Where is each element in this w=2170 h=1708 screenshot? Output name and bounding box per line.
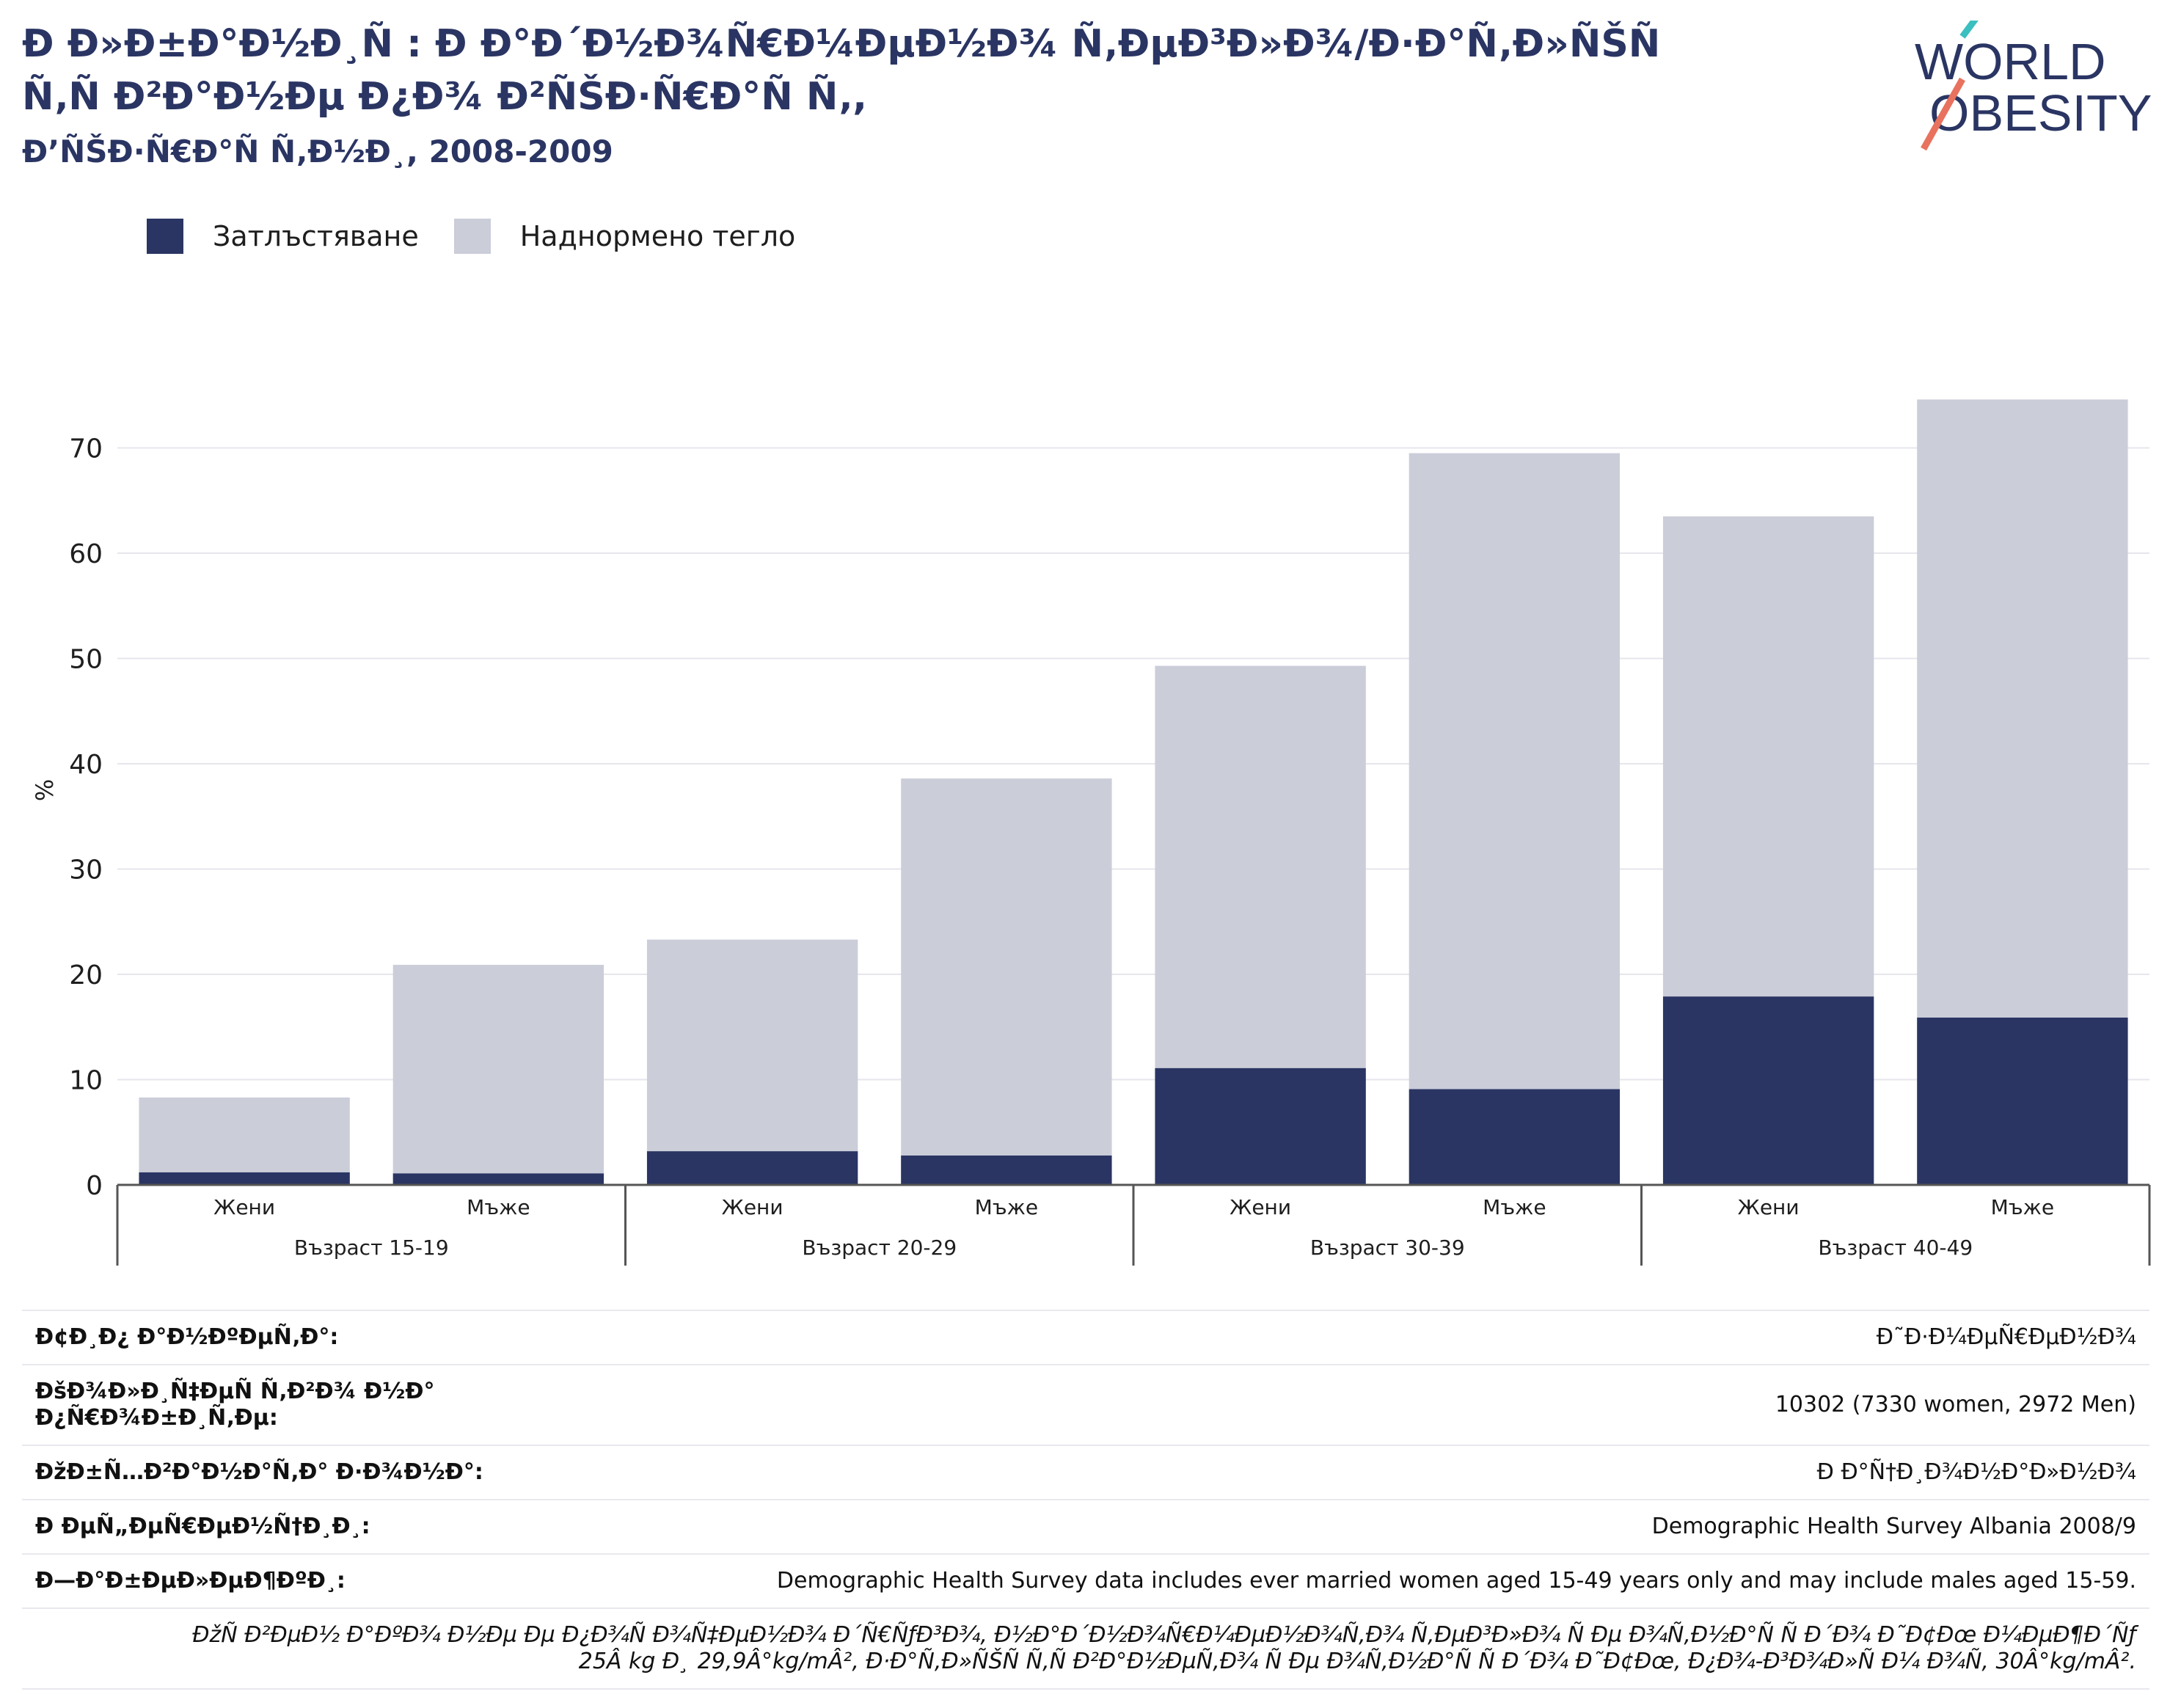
bar-segment-obesity xyxy=(1409,1089,1621,1185)
x-category-label: Мъже xyxy=(975,1195,1038,1219)
bar-segment-overweight xyxy=(392,965,604,1174)
chart-subtitle: Ð’ÑŠÐ·Ñ€Ð°Ñ Ñ‚Ð½Ð¸, 2008-2009 xyxy=(22,134,613,169)
meta-row-area-covered: ÐžÐ±Ñ…Ð²Ð°Ð½Ð°Ñ‚Ð° Ð·Ð¾Ð½Ð°: Ð Ð°Ñ†Ð¸Ð¾Ð… xyxy=(22,1445,2149,1499)
meta-value: 10302 (7330 women, 2972 Men) xyxy=(1775,1392,2136,1417)
bar-segment-obesity xyxy=(1662,996,1874,1185)
logo-coral-stroke xyxy=(1921,77,1965,151)
logo-teal-stroke xyxy=(1959,21,1979,39)
meta-value: Ð Ð°Ñ†Ð¸Ð¾Ð½Ð°Ð»Ð½Ð¾ xyxy=(1816,1459,2136,1485)
meta-key: ÐšÐ¾Ð»Ð¸Ñ‡ÐµÑ Ñ‚Ð²Ð¾ Ð½Ð° Ð¿Ñ€Ð¾Ð±Ð¸Ñ‚Ðµ… xyxy=(35,1379,435,1431)
meta-row-survey-type: Ð¢Ð¸Ð¿ Ð°Ð½ÐºÐµÑ‚Ð°: Ð˜Ð·Ð¼ÐµÑ€ÐµÐ½Ð¾ xyxy=(22,1310,2149,1364)
bar-segment-overweight xyxy=(646,939,858,1152)
bar-segment-obesity xyxy=(1155,1068,1366,1185)
footnote-line: 25Â kg Ð¸ 29,9Â°kg/mÂ², Ð·Ð°Ñ‚Ð»ÑŠÑ Ñ‚Ñ … xyxy=(578,1649,2136,1674)
meta-value: Demographic Health Survey Albania 2008/9 xyxy=(1651,1514,2136,1539)
x-category-label: Жени xyxy=(722,1195,783,1219)
world-obesity-logo: WORLD OBESITY xyxy=(1915,21,2152,151)
bar-segment-overweight xyxy=(1662,516,1874,997)
y-axis-label: % xyxy=(31,779,59,801)
y-tick-label: 10 xyxy=(69,1066,103,1096)
meta-key: Ð ÐµÑ„ÐµÑ€ÐµÐ½Ñ†Ð¸Ð¸: xyxy=(35,1514,370,1539)
meta-key: Ð¢Ð¸Ð¿ Ð°Ð½ÐºÐµÑ‚Ð°: xyxy=(35,1324,339,1350)
bar-segment-obesity xyxy=(392,1173,604,1185)
y-tick-label: 70 xyxy=(69,434,103,464)
x-group-label: Възраст 40-49 xyxy=(1818,1236,1973,1260)
meta-value: Ð˜Ð·Ð¼ÐµÑ€ÐµÐ½Ð¾ xyxy=(1876,1324,2136,1350)
meta-row-notes: Ð—Ð°Ð±ÐµÐ»ÐµÐ¶ÐºÐ¸: Demographic Health S… xyxy=(22,1553,2149,1607)
x-group-label: Възраст 15-19 xyxy=(294,1236,449,1260)
x-category-label: Жени xyxy=(213,1195,275,1219)
legend-swatch-overweight xyxy=(453,219,491,254)
x-category-label: Мъже xyxy=(467,1195,530,1219)
meta-row-sample-size: ÐšÐ¾Ð»Ð¸Ñ‡ÐµÑ Ñ‚Ð²Ð¾ Ð½Ð° Ð¿Ñ€Ð¾Ð±Ð¸Ñ‚Ðµ… xyxy=(22,1364,2149,1445)
footnote-line: ÐžÑ Ð²ÐµÐ½ Ð°ÐºÐ¾ Ð½Ðµ Ðµ Ð¿Ð¾Ñ Ð¾Ñ‡ÐµÐ½… xyxy=(192,1622,2136,1648)
bmi-definition-footnote: ÐžÑ Ð²ÐµÐ½ Ð°ÐºÐ¾ Ð½Ðµ Ðµ Ð¿Ð¾Ñ Ð¾Ñ‡ÐµÐ½… xyxy=(22,1607,2149,1690)
bar-segment-overweight xyxy=(139,1097,350,1172)
y-tick-label: 40 xyxy=(69,750,103,780)
x-category-label: Жени xyxy=(1738,1195,1800,1219)
bar-segment-obesity xyxy=(646,1151,858,1185)
meta-key: ÐžÐ±Ñ…Ð²Ð°Ð½Ð°Ñ‚Ð° Ð·Ð¾Ð½Ð°: xyxy=(35,1459,483,1485)
y-tick-label: 50 xyxy=(69,645,103,675)
logo-line2: OBESITY xyxy=(1929,84,2152,142)
bar-segment-overweight xyxy=(1155,665,1366,1068)
bar-segment-obesity xyxy=(139,1172,350,1185)
bar-segment-overweight xyxy=(1917,399,2128,1018)
logo-line1: WORLD xyxy=(1915,33,2106,90)
metadata-table: Ð¢Ð¸Ð¿ Ð°Ð½ÐºÐµÑ‚Ð°: Ð˜Ð·Ð¼ÐµÑ€ÐµÐ½Ð¾ Ðš… xyxy=(22,1310,2149,1690)
meta-row-references: Ð ÐµÑ„ÐµÑ€ÐµÐ½Ñ†Ð¸Ð¸: Demographic Health… xyxy=(22,1499,2149,1553)
y-tick-label: 0 xyxy=(86,1171,103,1201)
x-category-label: Мъже xyxy=(1483,1195,1546,1219)
bar-segment-obesity xyxy=(901,1155,1112,1185)
legend-swatch-obesity xyxy=(147,219,183,254)
x-group-label: Възраст 20-29 xyxy=(802,1236,957,1260)
y-tick-label: 30 xyxy=(69,855,103,886)
bar-segment-obesity xyxy=(1917,1017,2128,1185)
meta-key: Ð—Ð°Ð±ÐµÐ»ÐµÐ¶ÐºÐ¸: xyxy=(35,1568,346,1594)
stacked-bar-chart: 0 10 20 30 40 50 60 70% Жени Мъже Жени Мъже Жени Мъже… xyxy=(31,399,2151,1266)
y-tick-label: 60 xyxy=(69,539,103,569)
legend-label-overweight: Наднормено тегло xyxy=(519,220,796,252)
chart-legend: Затлъстяване Наднормено тегло xyxy=(147,216,830,257)
meta-value: Demographic Health Survey data includes … xyxy=(776,1568,2136,1594)
bar-segment-overweight xyxy=(901,778,1112,1156)
legend-item-obesity: Затлъстяване xyxy=(147,219,436,254)
x-group-label: Възраст 30-39 xyxy=(1310,1236,1465,1260)
legend-label-obesity: Затлъстяване xyxy=(213,220,419,252)
y-tick-label: 20 xyxy=(69,960,103,990)
x-category-label: Мъже xyxy=(1991,1195,2054,1219)
bar-segment-overweight xyxy=(1409,453,1621,1090)
legend-item-overweight: Наднормено тегло xyxy=(453,219,814,254)
x-category-label: Жени xyxy=(1230,1195,1291,1219)
chart-title: Ð Ð»Ð±Ð°Ð½Ð¸Ñ : Ð Ð°Ð´Ð½Ð¾Ñ€Ð¼ÐµÐ½Ð¾ Ñ‚Ð… xyxy=(22,22,1661,119)
